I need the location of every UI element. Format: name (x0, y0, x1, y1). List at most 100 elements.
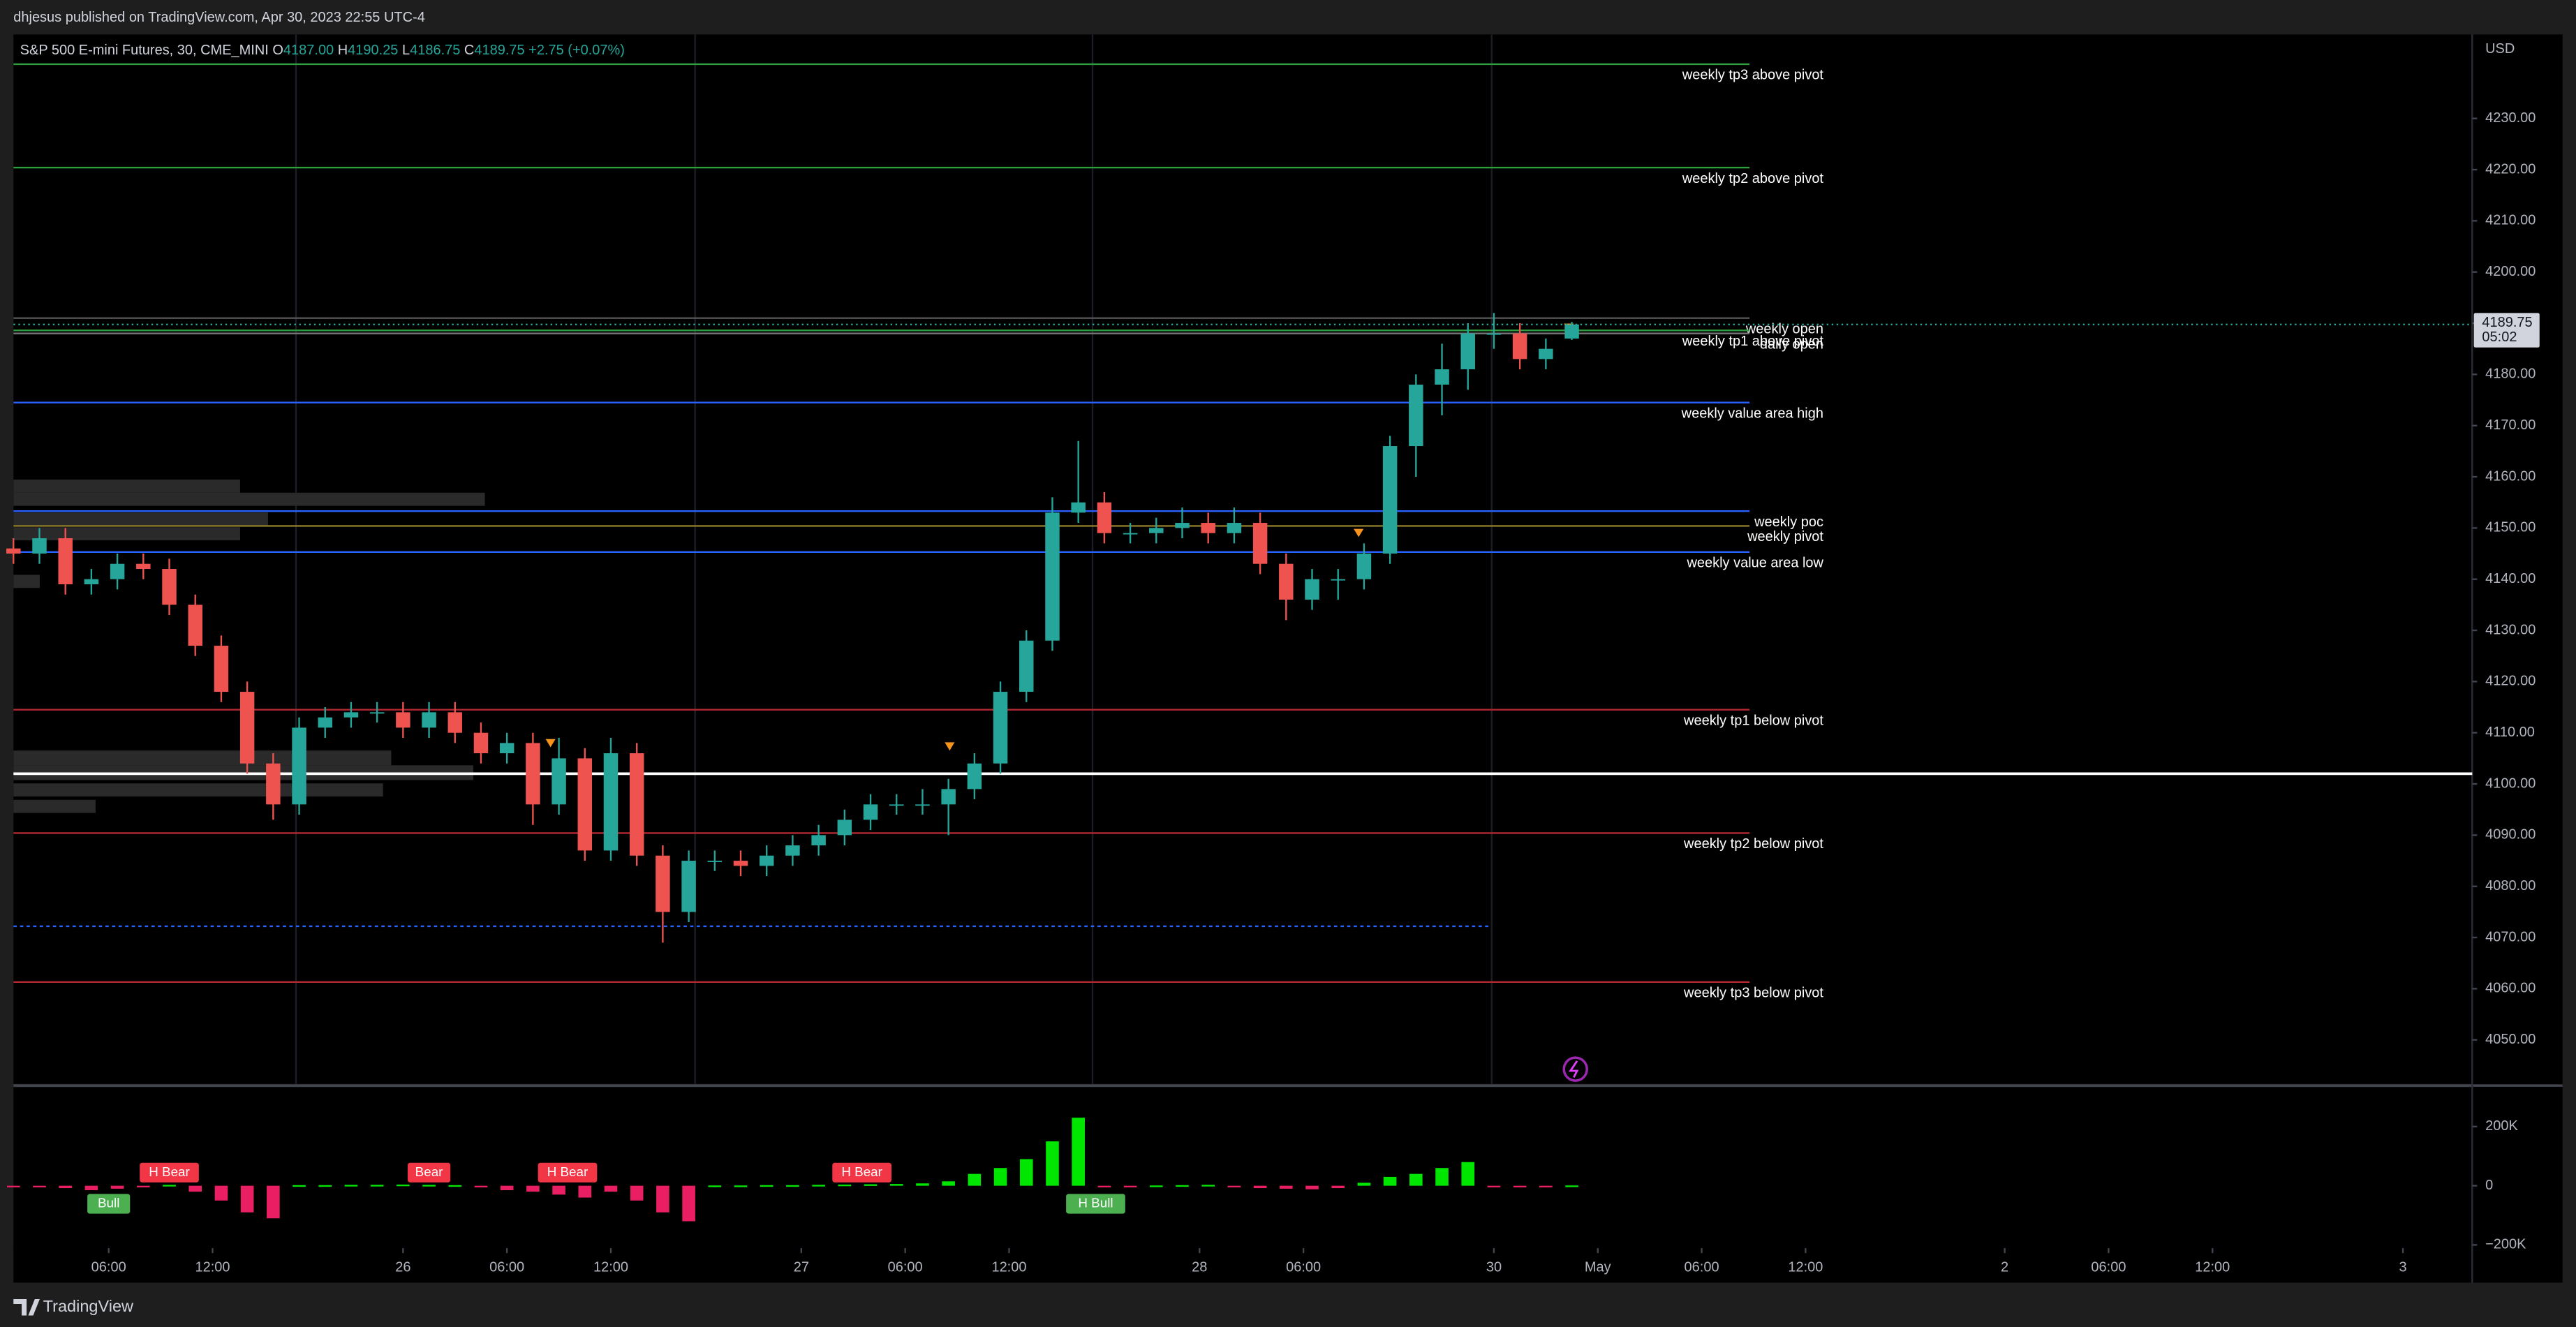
indicator-tick-label: 200K (2485, 1118, 2518, 1134)
indicator-tick-label: 0 (2485, 1178, 2493, 1193)
candle-body (1201, 523, 1215, 533)
candle-body (1252, 523, 1268, 564)
x-tick-label: 3 (2399, 1260, 2407, 1275)
level-label: weekly open (1745, 321, 1823, 336)
histogram-bar (968, 1173, 982, 1186)
histogram-bar (578, 1185, 592, 1198)
candle-body (136, 563, 151, 570)
marker (945, 742, 955, 751)
legend-item: 4190.25 (348, 43, 398, 58)
candle-body (1279, 563, 1294, 600)
candle-body (266, 763, 281, 805)
histogram-bar (786, 1185, 799, 1187)
footer (0, 1284, 2576, 1327)
publisher: dhjesus published on TradingView.com, Ap… (13, 10, 425, 25)
candle-body (889, 804, 904, 806)
y-tick-label: 4100.00 (2485, 776, 2536, 791)
legend-item: 4189.75 (474, 43, 524, 58)
histogram-bar (1280, 1185, 1293, 1189)
x-tick-label: 28 (1192, 1260, 1207, 1275)
candle-body (1227, 523, 1242, 533)
candle-body (577, 758, 593, 851)
y-tick-label: 4160.00 (2485, 468, 2536, 484)
candle-body (32, 538, 47, 554)
histogram-bar (240, 1185, 254, 1213)
histogram-bar (1123, 1185, 1137, 1187)
histogram-bar (1201, 1185, 1215, 1187)
y-tick-label: 4220.00 (2485, 161, 2536, 177)
candle-body (473, 732, 489, 754)
alert-icon[interactable] (1562, 1056, 1588, 1082)
candle-body (1045, 512, 1060, 641)
candle-body (1460, 333, 1475, 370)
histogram-bar (422, 1185, 436, 1187)
marker (1354, 528, 1364, 538)
legend-text: S&P 500 E-mini Futures, 30, CME_MINI O41… (20, 43, 625, 58)
candle-body (759, 855, 774, 866)
candle-body (1435, 369, 1449, 385)
histogram-bar (214, 1185, 228, 1201)
candle-body (318, 717, 332, 728)
candle-body (162, 569, 177, 605)
histogram-bar (1487, 1185, 1501, 1187)
x-tick-label: 12:00 (1788, 1260, 1823, 1275)
candle-body (1409, 385, 1423, 447)
x-tick-label: 27 (794, 1260, 809, 1275)
countdown: 05:02 (2482, 329, 2517, 345)
histogram-bar (1409, 1173, 1423, 1186)
signal-badge (407, 1162, 451, 1183)
signal-label: H Bear (547, 1164, 589, 1179)
histogram-bar (682, 1185, 695, 1222)
x-tick-label: 12:00 (593, 1260, 628, 1275)
signal-badge (538, 1162, 598, 1183)
candle-body (967, 763, 982, 789)
signal-label: Bear (415, 1164, 443, 1179)
candle-body (1539, 348, 1553, 359)
profile-row (13, 783, 383, 797)
histogram-bar (1097, 1185, 1111, 1187)
level-label: weekly tp2 above pivot (1682, 171, 1824, 186)
candle-body (811, 835, 826, 846)
candle-body (447, 712, 462, 733)
level-label: weekly tp2 below pivot (1683, 836, 1823, 852)
candle-body (239, 692, 255, 764)
histogram-bar (838, 1184, 852, 1187)
histogram-bar (734, 1185, 748, 1187)
candle-body (941, 789, 956, 805)
profile-row (13, 799, 96, 813)
candle-body (369, 712, 385, 714)
main-pane (13, 34, 2473, 1084)
histogram-bar (293, 1185, 306, 1187)
legend-item: H (338, 43, 348, 58)
volume-profile (13, 479, 485, 813)
histogram-bar (864, 1184, 878, 1186)
candle-body (292, 727, 306, 805)
level-label: weekly tp3 above pivot (1682, 68, 1824, 83)
y-tick-label: 4230.00 (2485, 110, 2536, 126)
histogram-bar (656, 1185, 669, 1213)
histogram-bar (448, 1185, 462, 1187)
x-tick-label: 06:00 (888, 1260, 923, 1275)
y-tick-label: 4130.00 (2485, 622, 2536, 637)
y-tick-label: 4150.00 (2485, 520, 2536, 535)
y-tick-label: 4050.00 (2485, 1032, 2536, 1047)
candle-body (1564, 324, 1579, 339)
indicator-pane (13, 1087, 2473, 1249)
histogram-bar (500, 1185, 514, 1190)
signal-label: H Bull (1078, 1195, 1113, 1210)
level-label: weekly value area low (1686, 556, 1823, 571)
y-tick-label: 4140.00 (2485, 571, 2536, 586)
y-tick-label: 4090.00 (2485, 827, 2536, 843)
histogram-bar (397, 1184, 410, 1187)
candle-body (6, 548, 21, 554)
brand-logo (13, 1299, 40, 1316)
profile-row (13, 512, 268, 526)
level-label: weekly tp1 above pivot (1682, 334, 1824, 349)
histogram-bar (59, 1185, 72, 1189)
legend-item: S&P 500 E-mini Futures, 30, CME_MINI (20, 43, 273, 58)
candle-body (915, 804, 930, 806)
candle-body (1097, 502, 1112, 533)
candle-body (993, 692, 1008, 764)
profile-row (13, 492, 485, 506)
